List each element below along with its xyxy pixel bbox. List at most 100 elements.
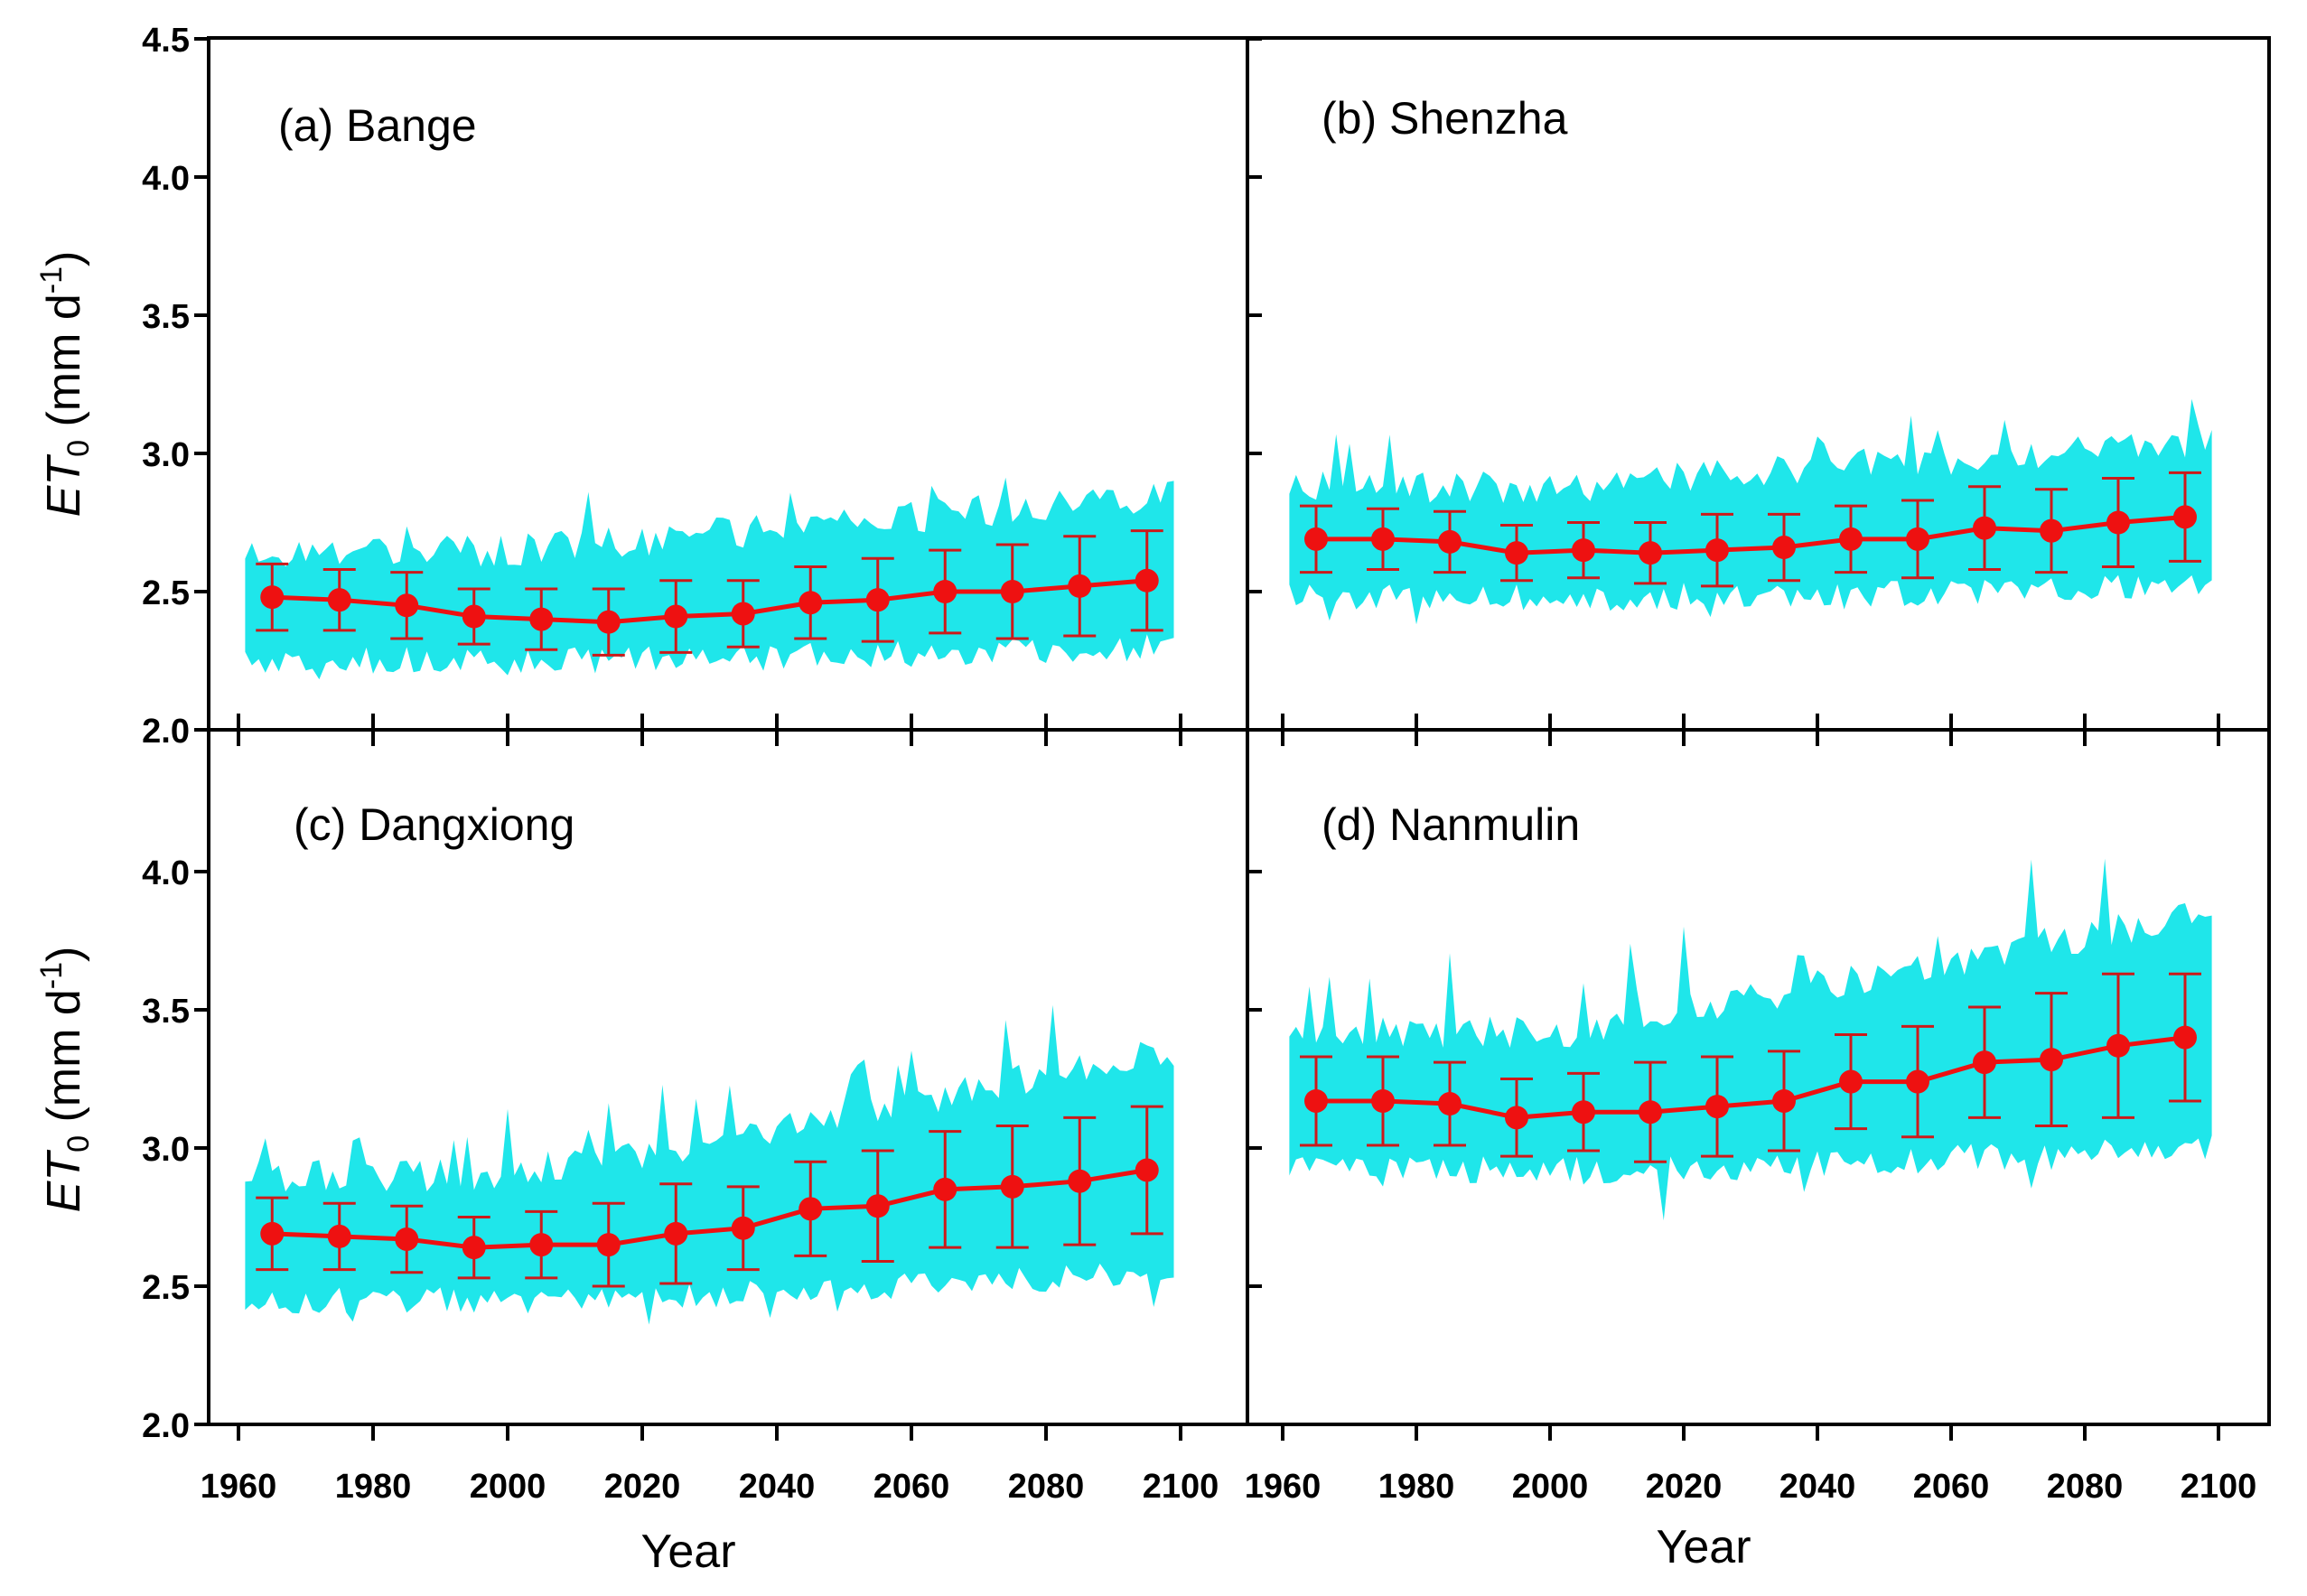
panel-c (245, 1004, 1174, 1325)
y-title-close: ) (38, 251, 90, 266)
mean-point (1304, 527, 1328, 551)
mean-point (2106, 510, 2130, 535)
mean-point (731, 1216, 755, 1240)
x-tick-label: 2020 (1646, 1468, 1723, 1506)
mean-point (596, 610, 621, 634)
mean-point (529, 607, 554, 631)
y-axis-title-bottom: ET0 (mm d-1) (34, 947, 96, 1213)
mean-point (1371, 527, 1395, 551)
mean-point (1000, 580, 1024, 603)
mean-point (1772, 536, 1796, 560)
y-tick-labels-bottom: 2.0 2.5 3.0 3.5 4.0 (142, 854, 190, 1445)
x-tick-label: 1960 (1245, 1468, 1322, 1506)
mean-point (1371, 1088, 1395, 1113)
spread-band (1289, 858, 2212, 1221)
mean-point (1705, 538, 1729, 563)
y-tick-label: 2.5 (142, 574, 190, 612)
x-tick-label: 1980 (335, 1468, 412, 1506)
mean-point (664, 604, 688, 629)
x-tick-label: 1960 (201, 1468, 277, 1506)
mean-point (1505, 541, 1528, 565)
x-axis-title-right: Year (1656, 1521, 1751, 1573)
spread-band (245, 477, 1174, 680)
y-tick-label: 3.5 (142, 298, 190, 336)
panel-a-title: (a) Bange (278, 100, 477, 151)
mean-point (1135, 1158, 1159, 1182)
mean-point (1304, 1088, 1328, 1113)
mean-point (1438, 529, 1462, 554)
mean-point (1839, 527, 1863, 551)
panel-a (245, 477, 1174, 680)
mean-point (395, 593, 419, 618)
mean-point (1572, 1100, 1595, 1125)
y-title-sub: 0 (61, 1135, 96, 1153)
panel-d (1289, 858, 2212, 1221)
y-title-sup: -1 (34, 266, 69, 294)
mean-point (529, 1233, 554, 1257)
mean-point (462, 604, 486, 629)
x-tick-label: 2020 (604, 1468, 681, 1506)
mean-point (865, 588, 890, 612)
x-tick-label: 2100 (2181, 1468, 2257, 1506)
mean-point (865, 1194, 890, 1218)
panel-d-title: (d) Nanmulin (1322, 799, 1580, 850)
y-tick-label: 2.5 (142, 1269, 190, 1307)
mean-point (596, 1233, 621, 1257)
mean-point (395, 1227, 419, 1251)
y-axis-title-top: ET0 (mm d-1) (34, 251, 96, 518)
mean-point (1000, 1174, 1024, 1199)
mean-point (1639, 1100, 1662, 1125)
mean-point (1772, 1088, 1796, 1113)
axis-ticks (194, 37, 2220, 1441)
spread-band (245, 1004, 1174, 1325)
mean-point (664, 1221, 688, 1246)
y-tick-label: 4.0 (142, 160, 190, 198)
mean-point (799, 1197, 823, 1221)
mean-point (2106, 1033, 2130, 1058)
x-tick-labels-left: 1960 1980 2000 2020 2040 2060 2080 2100 (201, 1468, 1219, 1506)
y-title-et: ET (38, 454, 90, 518)
y-tick-labels-top: 2.0 2.5 3.0 3.5 4.0 4.5 (142, 22, 190, 751)
mean-point (1505, 1106, 1528, 1130)
panel-c-title: (c) Dangxiong (294, 799, 574, 850)
mean-point (260, 1221, 285, 1246)
mean-point (1906, 527, 1929, 551)
y-title-unit: (mm d (38, 989, 90, 1135)
x-tick-label: 2080 (2047, 1468, 2124, 1506)
mean-point (2040, 1048, 2063, 1072)
mean-point (933, 580, 957, 603)
mean-point (327, 588, 351, 612)
x-tick-label: 2060 (873, 1468, 950, 1506)
mean-point (462, 1236, 486, 1260)
x-tick-label: 2080 (1008, 1468, 1085, 1506)
spread-band (1289, 398, 2212, 625)
y-title-close: ) (38, 947, 90, 962)
panel-b (1289, 398, 2212, 625)
y-title-et: ET (38, 1150, 90, 1213)
y-title-sub: 0 (61, 440, 96, 457)
y-title-sup: -1 (34, 962, 69, 989)
mean-point (1705, 1095, 1729, 1119)
mean-point (1639, 541, 1662, 565)
y-tick-label: 4.0 (142, 854, 190, 892)
x-tick-labels-right: 1960 1980 2000 2020 2040 2060 2080 2100 (1245, 1468, 2257, 1506)
x-tick-label: 2000 (1512, 1468, 1589, 1506)
y-tick-label: 4.5 (142, 22, 190, 60)
mean-point (2040, 518, 2063, 543)
y-tick-label: 2.0 (142, 1407, 190, 1445)
mean-point (327, 1224, 351, 1248)
mean-point (2173, 1025, 2197, 1050)
y-title-unit: (mm d (38, 294, 90, 440)
mean-point (1906, 1069, 1929, 1094)
mean-point (1068, 1169, 1092, 1193)
mean-point (2173, 505, 2197, 529)
x-tick-label: 2040 (1779, 1468, 1856, 1506)
mean-point (260, 585, 285, 610)
y-tick-label: 3.0 (142, 1131, 190, 1169)
panel-b-title: (b) Shenzha (1322, 93, 1568, 144)
mean-point (1839, 1069, 1863, 1094)
x-tick-label: 2000 (470, 1468, 546, 1506)
y-tick-label: 3.0 (142, 436, 190, 474)
mean-point (731, 602, 755, 626)
